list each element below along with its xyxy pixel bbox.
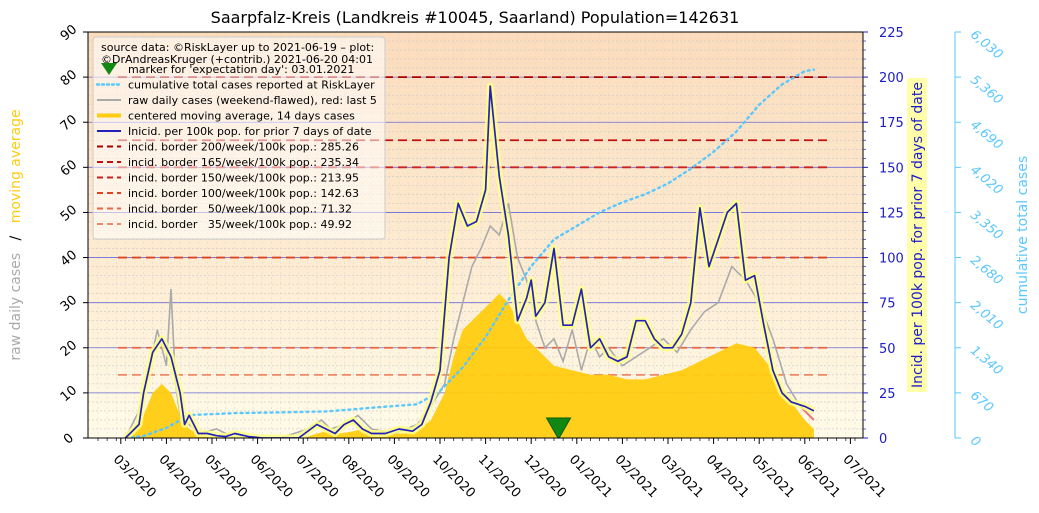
legend-entry-label: incid. border 150/week/100k pop.: 213.95	[128, 172, 359, 185]
right-tick-label: 25	[879, 387, 896, 402]
cumulative-tick-label: 1,340	[967, 343, 1005, 378]
cumulative-tick-label: 0	[967, 433, 983, 450]
x-tick-label: 03/2020	[110, 452, 159, 501]
cumulative-tick-label: 2,680	[967, 253, 1005, 288]
left-axis-label: raw daily cases / moving average	[8, 109, 24, 360]
cumulative-tick-label: 2,010	[967, 298, 1005, 333]
cumulative-tick-label: 670	[967, 388, 996, 415]
plot-frame	[87, 31, 864, 439]
x-tick-label: 09/2020	[384, 452, 433, 501]
legend-symbol-marker	[101, 63, 117, 75]
legend-entry-label: incid. border 100/week/100k pop.: 142.63	[128, 187, 359, 200]
x-tick-label: 08/2020	[338, 452, 387, 501]
x-tick-label: 04/2021	[703, 452, 752, 501]
x-tick-label: 01/2021	[566, 452, 615, 501]
incidence-line	[124, 85, 815, 438]
right-axis-label: Incid. per 100k pop. for prior 7 days of…	[910, 82, 926, 388]
legend-entry-label: centered moving average, 14 days cases	[128, 110, 355, 123]
left-tick-label: 60	[58, 157, 80, 179]
legend-source-line2: ©DrAndreasKruger (+contrib.) 2021-06-20 …	[101, 53, 373, 66]
legend: source data: ©RiskLayer up to 2021-06-19…	[92, 36, 386, 240]
left-tick-label: 30	[58, 293, 80, 315]
cumulative-tick-label: 5,360	[967, 73, 1005, 108]
x-tick-label: 06/2020	[247, 452, 296, 501]
left-tick-label: 40	[58, 248, 80, 270]
left-tick-label: 20	[58, 338, 80, 360]
right-tick-label: 225	[879, 26, 904, 41]
left-tick-label: 10	[58, 383, 80, 405]
chart-title: Saarpfalz-Kreis (Landkreis #10045, Saarl…	[211, 8, 740, 27]
left-tick-label: 70	[58, 112, 80, 134]
x-tick-label: 05/2021	[748, 452, 797, 501]
cumulative-tick-label: 4,020	[967, 163, 1005, 198]
right-tick-label: 50	[879, 342, 896, 357]
cumulative-tick-label: 3,350	[967, 208, 1005, 243]
right-tick-label: 125	[879, 206, 904, 221]
legend-entry-label: cumulative total cases reported at RiskL…	[128, 79, 375, 92]
x-tick-label: 07/2020	[292, 452, 341, 501]
right-tick-label: 150	[879, 161, 904, 176]
legend-entry-label: incid. border 200/week/100k pop.: 285.26	[128, 141, 359, 154]
x-tick-label: 11/2020	[475, 452, 524, 501]
x-tick-label: 07/2021	[840, 452, 889, 501]
right-tick-label: 175	[879, 116, 904, 131]
left-tick-label: 0	[61, 431, 77, 448]
legend-entry-label: incid. border 165/week/100k pop.: 235.34	[128, 156, 359, 169]
legend-box	[92, 36, 386, 240]
right-tick-label: 0	[879, 432, 887, 447]
expectation-day-marker	[545, 417, 572, 438]
left-tick-label: 50	[58, 203, 80, 225]
legend-entry-label: raw daily cases (weekend-flawed), red: l…	[128, 94, 377, 107]
right-tick-label: 75	[879, 297, 896, 312]
x-tick-label: 10/2020	[429, 452, 478, 501]
right-tick-label: 100	[879, 252, 904, 267]
left-axis-label-sep: /	[8, 235, 24, 240]
legend-entry-label: marker for 'expectation day': 03.01.2021	[128, 63, 354, 76]
x-tick-label: 03/2021	[657, 452, 706, 501]
legend-entry-label: Inicid. per 100k pop. for prior 7 days o…	[128, 125, 372, 138]
right-tick-label: 200	[879, 71, 904, 86]
moving-average-area	[125, 293, 814, 438]
right-axis-label-background	[907, 78, 927, 392]
legend-entries: marker for 'expectation day': 03.01.2021…	[95, 63, 377, 231]
legend-source-line1: source data: ©RiskLayer up to 2021-06-19…	[101, 41, 374, 54]
x-tick-label: 06/2021	[794, 452, 843, 501]
cumulative-line	[124, 68, 816, 438]
x-tick-label: 12/2020	[520, 452, 569, 501]
cumulative-axis-label: cumulative total cases	[1015, 156, 1031, 314]
x-tick-label: 05/2020	[201, 452, 250, 501]
series-layer	[122, 68, 816, 438]
left-tick-label: 80	[58, 67, 80, 89]
left-axis-label-raw: raw daily cases	[8, 253, 24, 361]
cumulative-tick-label: 6,030	[967, 27, 1005, 62]
legend-entry-label: incid. border 50/week/100k pop.: 71.32	[128, 203, 352, 216]
left-axis-label-avg: moving average	[8, 109, 24, 223]
left-tick-label: 90	[58, 22, 80, 44]
x-tick-label: 02/2021	[612, 452, 661, 501]
cumulative-tick-label: 4,690	[967, 118, 1005, 153]
x-tick-label: 04/2020	[156, 452, 205, 501]
legend-entry-label: incid. border 35/week/100k pop.: 49.92	[128, 218, 352, 231]
